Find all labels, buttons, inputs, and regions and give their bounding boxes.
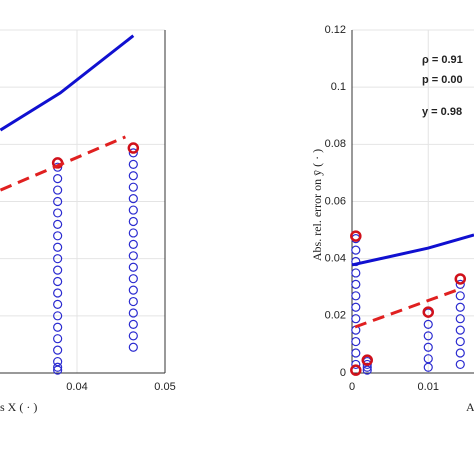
line [0, 34, 135, 132]
marker [128, 342, 138, 352]
marker [128, 319, 138, 330]
marker [53, 196, 63, 207]
marker [53, 265, 63, 275]
marker [362, 362, 372, 372]
marker [423, 331, 433, 341]
marker [423, 342, 433, 352]
marker [128, 296, 138, 307]
marker [351, 291, 361, 301]
marker [422, 306, 434, 318]
marker [454, 273, 467, 285]
marker [128, 216, 138, 227]
marker [53, 174, 63, 184]
marker [128, 262, 138, 272]
marker [351, 279, 361, 289]
marker [128, 285, 138, 295]
marker [53, 208, 63, 218]
y-tick-label: 0.06 [325, 195, 346, 207]
x-tick-label: 0.01 [418, 381, 439, 393]
marker [423, 362, 433, 372]
marker [53, 276, 63, 287]
marker [53, 322, 63, 332]
marker [53, 365, 63, 375]
marker [128, 159, 138, 169]
marker [362, 359, 372, 370]
marker [351, 359, 361, 370]
line [354, 286, 464, 329]
y-tick-label: 0.02 [325, 310, 346, 322]
marker [351, 245, 361, 255]
marker [128, 251, 138, 261]
marker [455, 325, 465, 335]
marker [53, 219, 63, 229]
marker [455, 302, 465, 312]
y-axis-label: Abs. rel. error on ȳ ( · ) [310, 149, 324, 261]
marker [128, 228, 138, 238]
y-tick-label: 0 [340, 367, 346, 379]
marker [350, 364, 362, 376]
marker [455, 314, 465, 324]
marker [351, 314, 361, 324]
marker [128, 182, 138, 192]
marker [128, 239, 138, 249]
marker [351, 336, 361, 347]
marker [350, 230, 362, 242]
x-tick-label: 0.05 [154, 381, 175, 393]
marker [128, 205, 138, 215]
marker [53, 231, 63, 241]
marker [128, 331, 138, 341]
marker [351, 302, 361, 312]
annotation: p = 0.00 [422, 74, 463, 86]
marker [53, 242, 63, 252]
marker [53, 334, 63, 344]
marker [455, 348, 465, 358]
marker [53, 185, 63, 195]
marker [455, 359, 465, 370]
marker [128, 308, 138, 318]
marker [351, 348, 361, 358]
x-tick-label: 0 [349, 381, 355, 393]
marker [423, 319, 433, 330]
marker [127, 142, 140, 154]
marker [362, 365, 372, 375]
marker [361, 354, 373, 366]
y-tick-label: 0.08 [325, 138, 346, 150]
marker [455, 291, 465, 301]
annotation: y = 0.98 [422, 106, 462, 118]
marker [53, 345, 63, 355]
line [351, 233, 474, 267]
marker [53, 311, 63, 321]
marker [53, 254, 63, 264]
marker [128, 194, 138, 204]
y-tick-label: 0.12 [325, 24, 346, 36]
line [0, 135, 126, 192]
marker [455, 279, 465, 289]
y-tick-label: 0.04 [325, 253, 346, 265]
marker [351, 268, 361, 278]
marker [128, 148, 138, 158]
x-axis-label: s X ( · ) [0, 400, 37, 414]
marker [53, 288, 63, 298]
annotation: ρ = 0.91 [422, 54, 463, 66]
y-tick-label: 0.1 [331, 81, 346, 93]
x-tick-label: 0.04 [66, 381, 87, 393]
marker [53, 362, 63, 372]
marker [128, 171, 138, 181]
marker [53, 299, 63, 309]
marker [128, 274, 138, 284]
marker [455, 336, 465, 347]
x-axis-label: A [466, 400, 474, 414]
